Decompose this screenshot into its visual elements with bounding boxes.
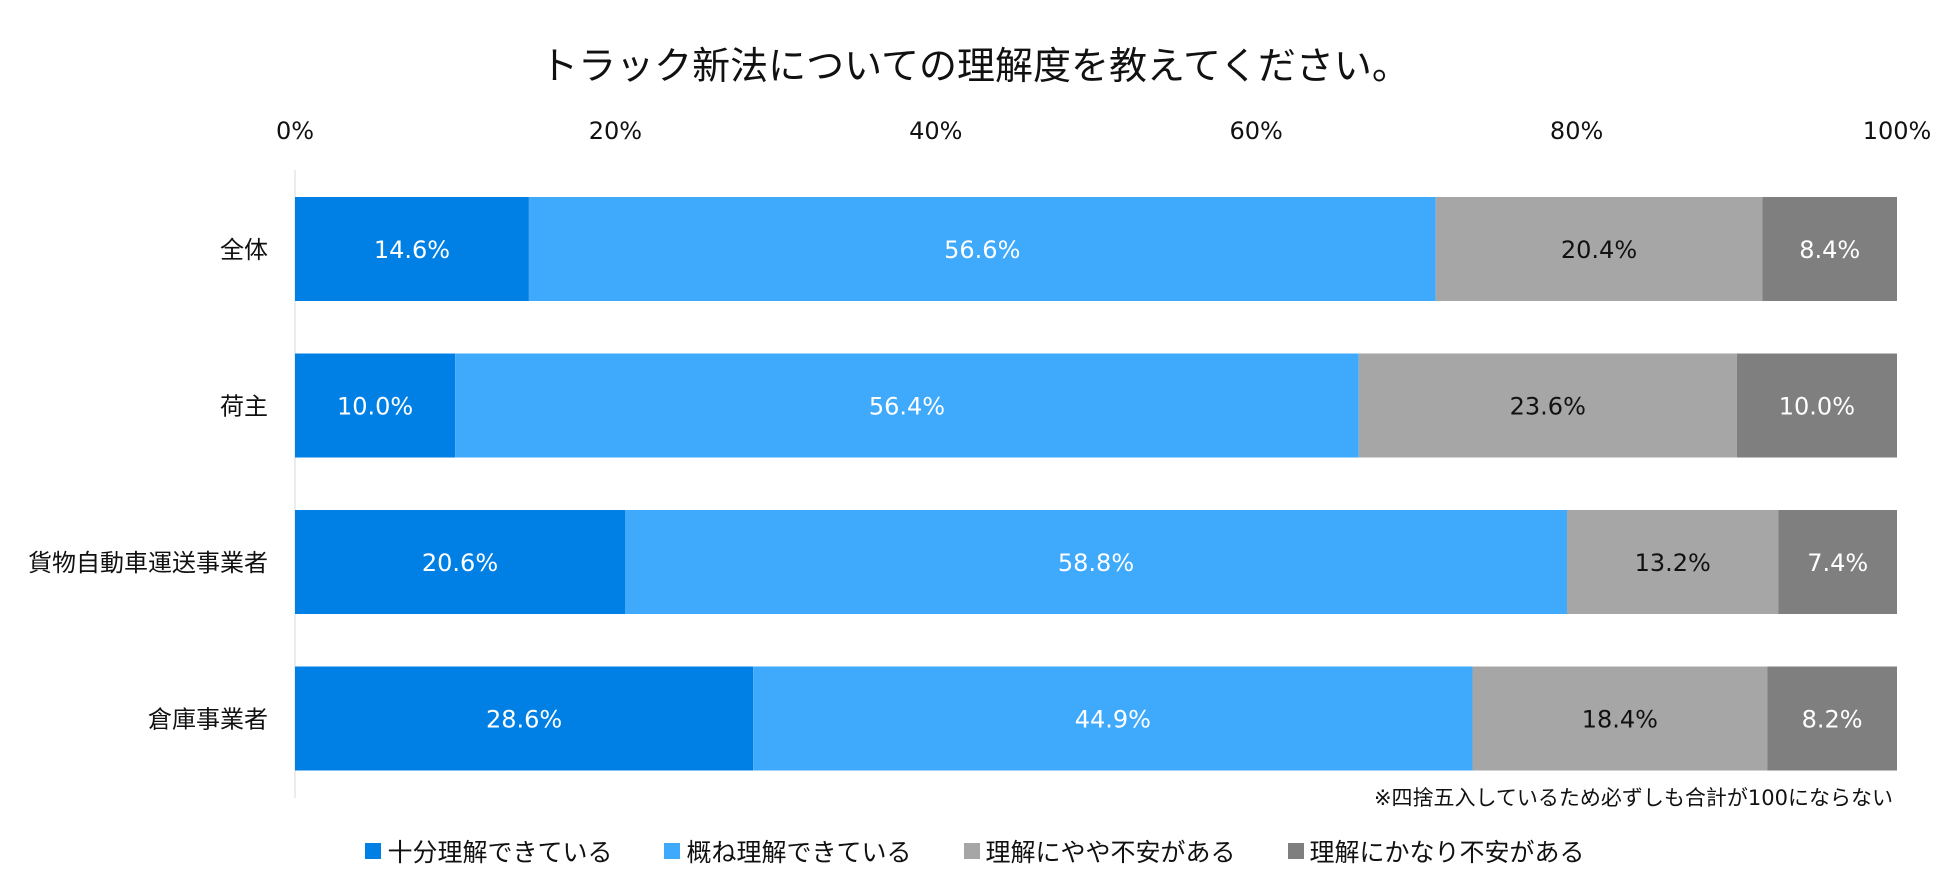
category-label: 荷主 [220, 393, 268, 421]
x-tick-label: 100% [1863, 117, 1932, 145]
data-label: 13.2% [1635, 549, 1711, 577]
legend-label: 十分理解できている [387, 838, 613, 867]
bar-segment [455, 353, 1359, 458]
x-tick-label: 0% [276, 117, 314, 145]
bar-segment [1736, 353, 1897, 458]
data-label: 10.0% [337, 393, 413, 421]
legend-swatch [1287, 843, 1304, 859]
bar-segment [1472, 666, 1768, 771]
category-label: 貨物自動車運送事業者 [28, 549, 268, 577]
legend-item: 十分理解できている [365, 833, 612, 869]
rounding-note: ※四捨五入しているため必ずしも合計が100にならない [1373, 786, 1893, 810]
data-label: 23.6% [1510, 393, 1586, 421]
legend-item: 概ね理解できている [612, 833, 912, 869]
data-label: 18.4% [1582, 706, 1658, 734]
bar-segment [295, 197, 529, 301]
bar-segment [1767, 666, 1897, 771]
legend-swatch [664, 843, 681, 859]
legend: 十分理解できている 概ね理解できている 理解にやや不安がある 理解にかなり不安がある [0, 833, 1950, 869]
category-label: 全体 [220, 236, 268, 264]
data-label: 44.9% [1075, 706, 1151, 734]
x-tick-label: 20% [589, 117, 642, 145]
legend-swatch [365, 843, 382, 859]
legend-label: 理解にかなり不安がある [1309, 838, 1585, 867]
x-tick-label: 60% [1230, 117, 1283, 145]
bar-segment [753, 666, 1473, 771]
bar-segment [528, 197, 1436, 301]
bar-segment [295, 666, 754, 771]
bar-segment [1778, 510, 1897, 614]
bar-segment [295, 353, 456, 458]
chart-title: トラック新法についての理解度を教えてください。 [540, 44, 1410, 88]
data-label: 14.6% [374, 236, 450, 264]
bar-segment [1762, 197, 1897, 301]
data-label: 8.2% [1802, 706, 1863, 734]
data-label: 8.4% [1799, 236, 1860, 264]
legend-item: 理解にやや不安がある [912, 833, 1236, 869]
bar-segment [1358, 353, 1737, 458]
data-label: 7.4% [1807, 549, 1868, 577]
bar-segment [1566, 510, 1779, 614]
data-label: 28.6% [486, 706, 562, 734]
legend-label: 概ね理解できている [686, 838, 912, 867]
legend-swatch [963, 843, 980, 859]
x-tick-label: 40% [909, 117, 962, 145]
x-tick-label: 80% [1550, 117, 1603, 145]
legend-item: 理解にかなり不安がある [1236, 833, 1585, 869]
category-label: 倉庫事業者 [148, 706, 268, 734]
bar-segment [295, 510, 626, 614]
data-label: 20.4% [1561, 236, 1637, 264]
data-label: 58.8% [1058, 549, 1134, 577]
bar-segment [1435, 197, 1763, 301]
legend-label: 理解にやや不安がある [985, 838, 1236, 867]
data-label: 20.6% [422, 549, 498, 577]
data-label: 10.0% [1779, 393, 1855, 421]
bar-segment [625, 510, 1567, 614]
data-label: 56.6% [944, 236, 1020, 264]
data-label: 56.4% [869, 393, 945, 421]
